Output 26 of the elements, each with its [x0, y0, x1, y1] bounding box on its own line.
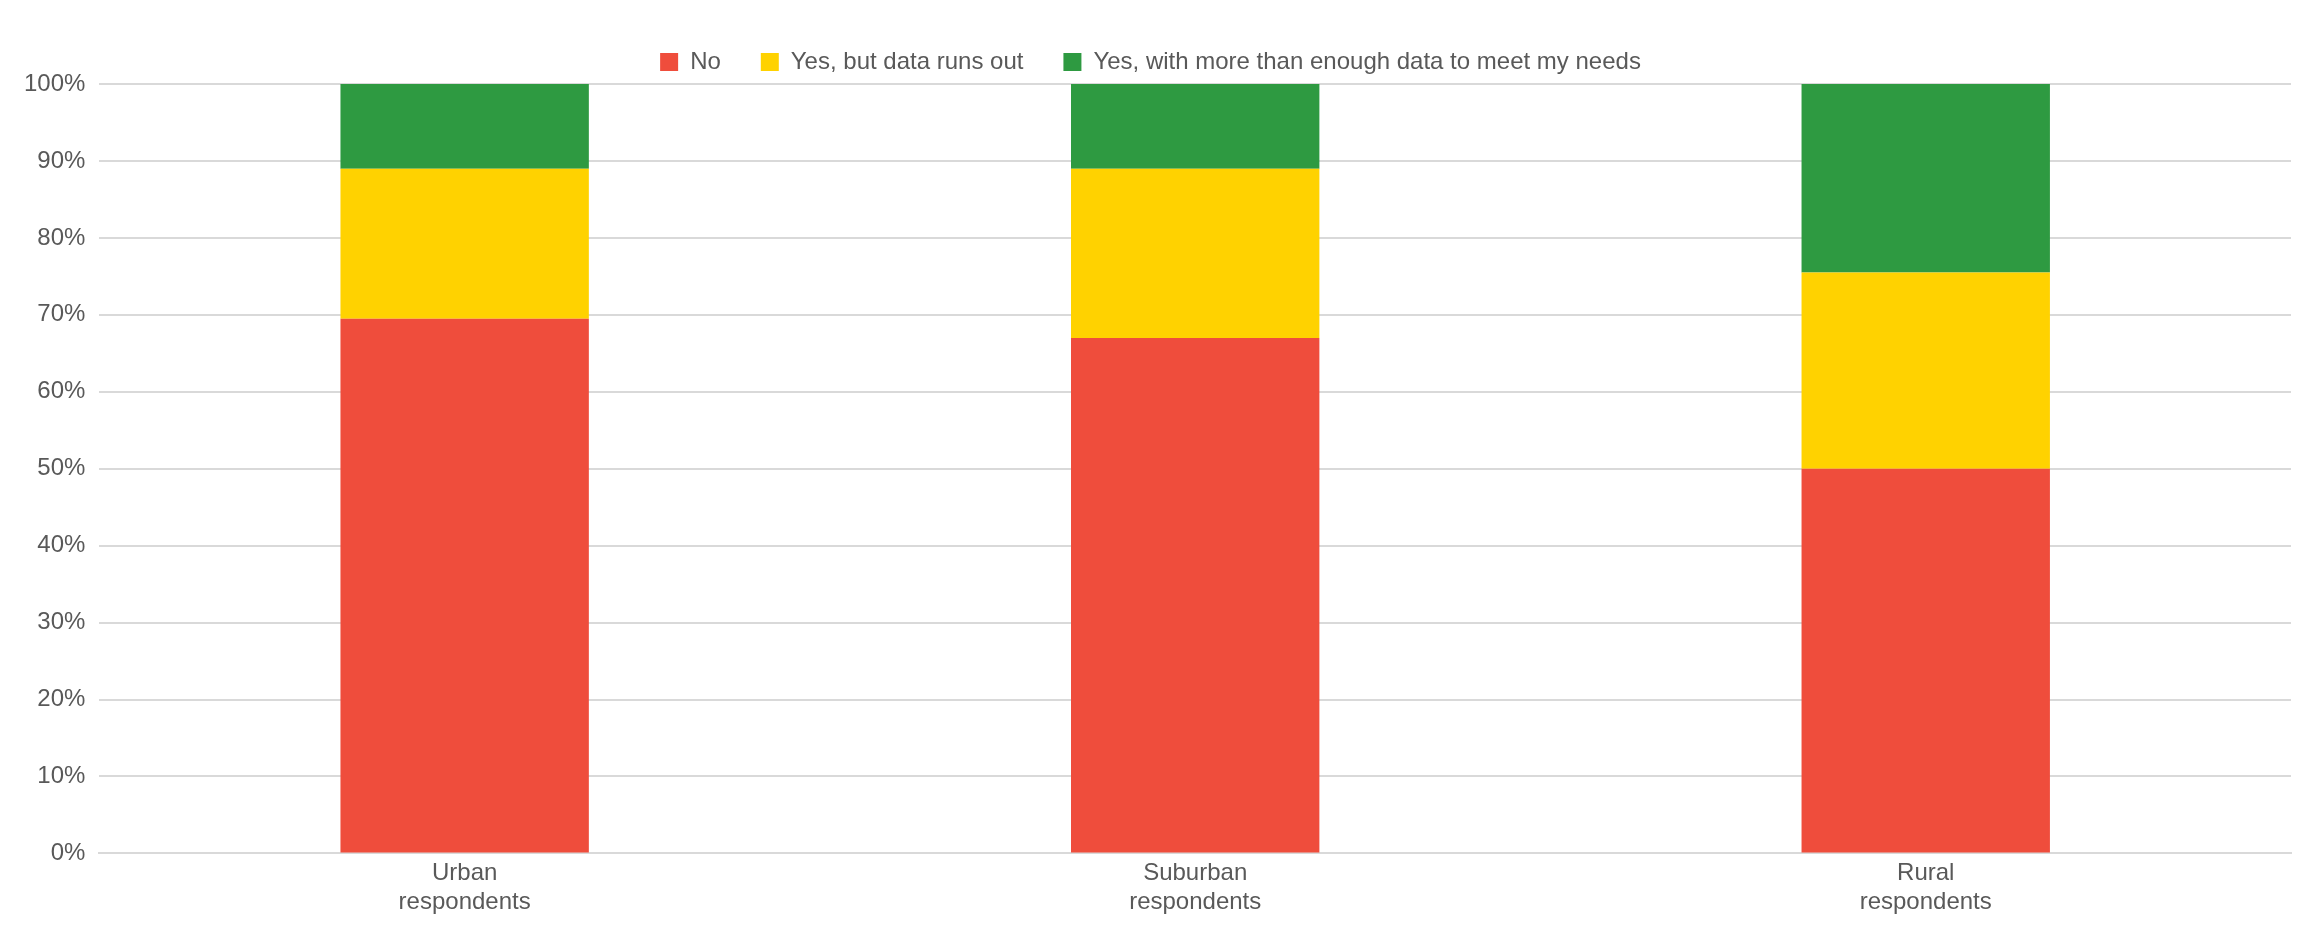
x-tick-label: Suburban respondents: [1129, 858, 1262, 915]
bar: [1801, 468, 2050, 853]
y-tick-label: 30%: [37, 607, 86, 635]
x-tick-label: Urban respondents: [398, 858, 531, 915]
bar: [1071, 84, 1320, 169]
y-tick-label: 20%: [37, 684, 86, 712]
y-tick-label: 80%: [37, 222, 86, 250]
bar: [340, 84, 589, 169]
bar: [1071, 337, 1320, 853]
y-tick-label: 100%: [23, 68, 86, 96]
y-tick-label: 10%: [37, 761, 86, 789]
bar: [1071, 168, 1320, 338]
y-tick-label: 60%: [37, 376, 86, 404]
y-tick-label: 0%: [50, 838, 86, 866]
bar: [1801, 84, 2050, 273]
y-tick-label: 70%: [37, 299, 86, 327]
bar: [340, 318, 589, 853]
legend-label: No: [690, 46, 721, 74]
bar: [1801, 272, 2050, 469]
legend-label: Yes, but data runs out: [790, 46, 1024, 74]
x-tick-label: Rural respondents: [1859, 858, 1992, 915]
y-tick-label: 40%: [37, 530, 86, 558]
y-tick-label: 50%: [37, 453, 86, 481]
legend-label: Yes, with more than enough data to meet my needs: [1093, 46, 1641, 74]
bar: [340, 168, 589, 319]
y-tick-label: 90%: [37, 145, 86, 173]
